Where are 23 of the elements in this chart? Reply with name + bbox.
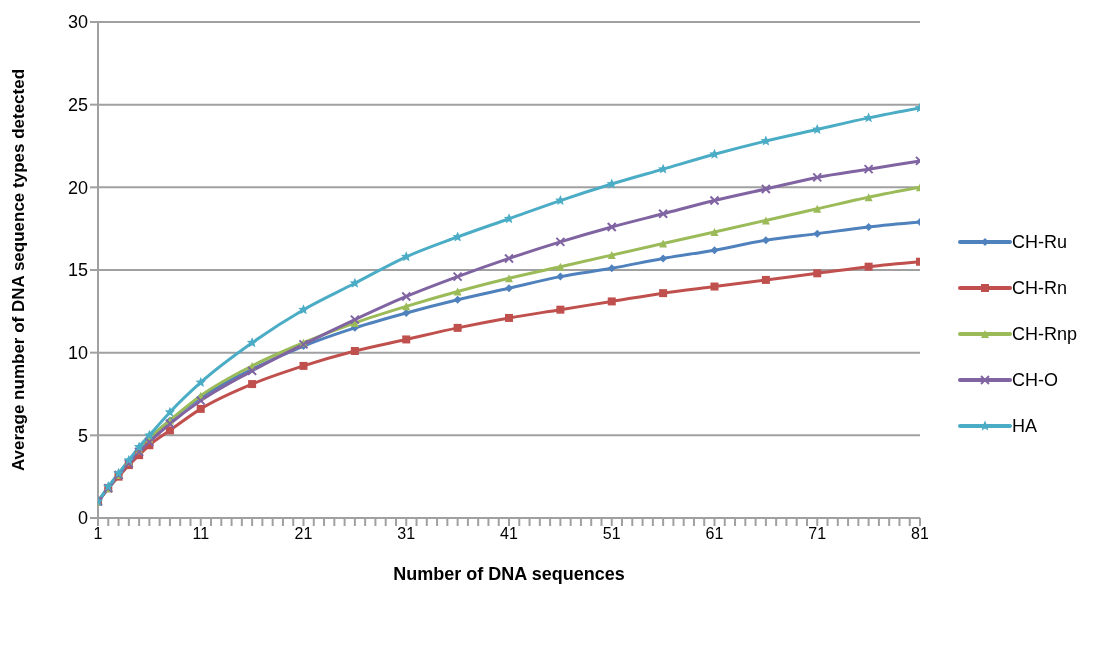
x-tick-label: 11	[192, 525, 210, 543]
legend-label: CH-O	[1012, 369, 1058, 391]
x-axis-title: Number of DNA sequences	[393, 564, 625, 584]
x-tick-label: 21	[294, 525, 313, 543]
legend-label: CH-Ru	[1012, 231, 1068, 253]
x-tick-label: 61	[705, 525, 724, 543]
x-tick-label: 81	[911, 525, 929, 543]
x-tick-label: 1	[93, 525, 103, 543]
y-tick-label: 25	[67, 95, 88, 116]
y-tick-label: 15	[67, 260, 88, 281]
y-axis-title: Average number of DNA sequence types detected	[9, 68, 29, 472]
y-tick-label: 0	[77, 508, 88, 529]
legend-label: CH-Rnp	[1012, 323, 1078, 345]
legend-label: HA	[1012, 415, 1038, 437]
x-tick-label: 71	[808, 525, 827, 543]
x-tick-label: 41	[500, 525, 518, 543]
x-tick-label: 31	[397, 525, 416, 543]
y-tick-label: 30	[67, 12, 88, 33]
y-tick-label: 5	[77, 425, 88, 446]
x-tick-label: 51	[602, 525, 621, 543]
legend-label: CH-Rn	[1012, 277, 1068, 299]
y-tick-label: 20	[67, 177, 88, 198]
y-tick-label: 10	[67, 343, 88, 364]
